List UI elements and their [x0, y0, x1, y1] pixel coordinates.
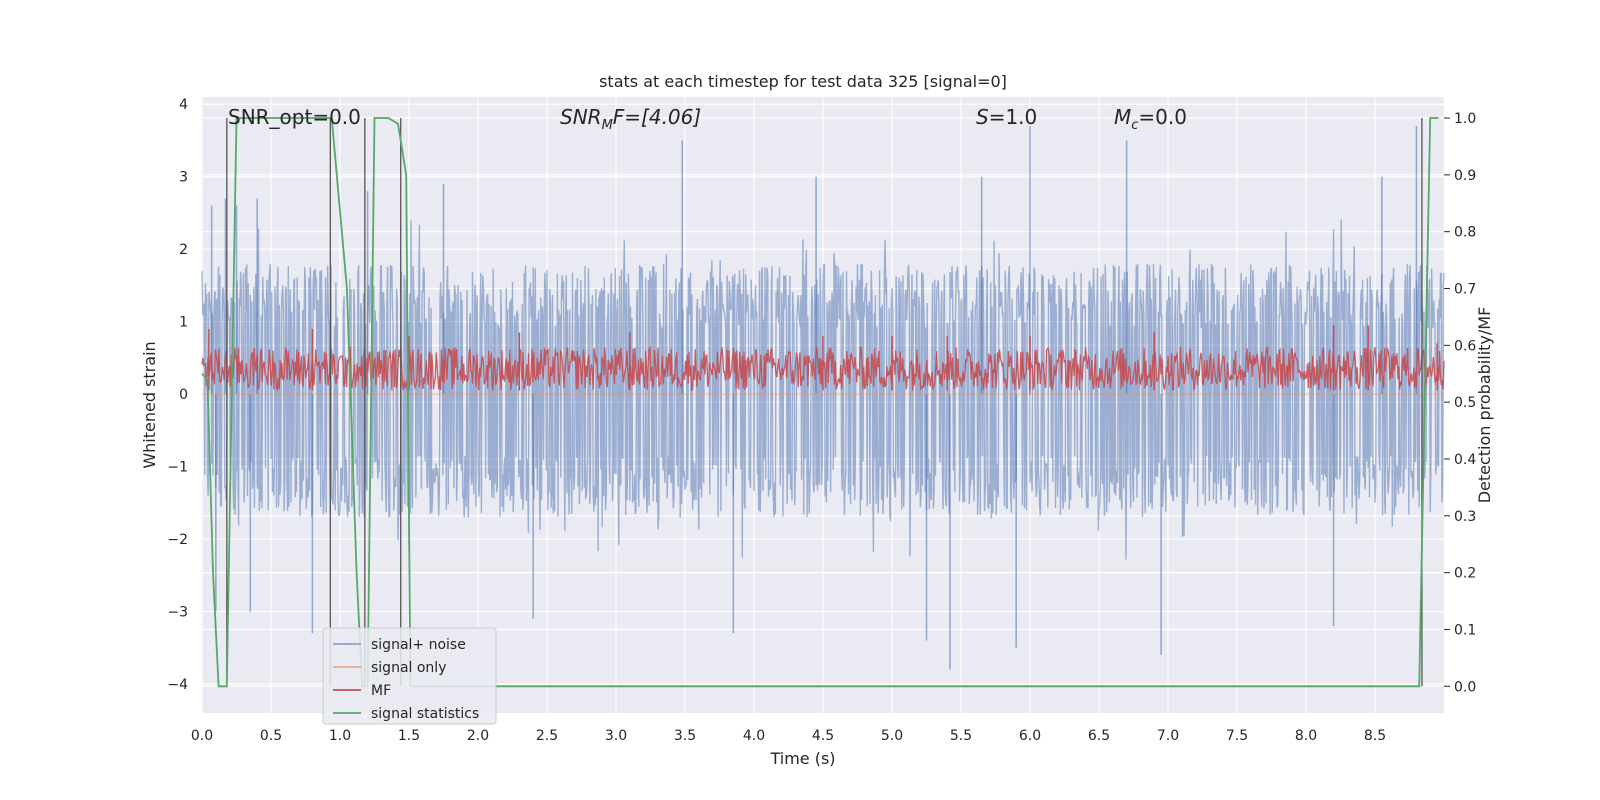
annotation-s: S=1.0 [976, 105, 1037, 129]
x-tick-label: 0.5 [260, 728, 282, 744]
legend: signal+ noise signal only MF signal statist… [322, 627, 497, 725]
annotation-snr-mf: SNRMF=[4.06] [560, 105, 701, 133]
y2-tick-label: 0.0 [1454, 679, 1476, 695]
y2-axis-label: Detection probability/MF [1475, 307, 1494, 504]
annotation-mc-rest: =0.0 [1138, 105, 1187, 129]
legend-label: signal+ noise [371, 637, 466, 653]
annotation-mc-base: M [1114, 105, 1131, 129]
y2-tick-label: 0.7 [1454, 282, 1476, 298]
y2-tick-label: 0.4 [1454, 452, 1476, 468]
x-tick-label: 8.5 [1364, 728, 1386, 744]
x-tick-label: 3.5 [674, 728, 696, 744]
annotation-snr-mf-sub: M [602, 118, 613, 133]
x-tick-label: 5.0 [881, 728, 903, 744]
x-tick-label: 6.5 [1088, 728, 1110, 744]
annotation-snr-opt: SNR_opt=0.0 [228, 105, 361, 129]
x-tick-label: 1.5 [398, 728, 420, 744]
y-tick-label: 4 [179, 97, 188, 113]
y-axis-ticks: 4 3 2 1 0 −1 −2 −3 −4 [167, 97, 188, 693]
x-tick-label: 3.0 [605, 728, 627, 744]
y-tick-label: 3 [179, 170, 188, 186]
y-tick-label: 0 [179, 387, 188, 403]
x-tick-label: 0.0 [191, 728, 213, 744]
y2-tick-label: 0.8 [1454, 225, 1476, 241]
x-tick-label: 6.0 [1019, 728, 1041, 744]
x-tick-label: 8.0 [1295, 728, 1317, 744]
annotation-mc: Mc=0.0 [1114, 105, 1187, 133]
y-tick-label: −4 [167, 677, 188, 693]
y2-tick-label: 0.6 [1454, 338, 1476, 354]
y2-tick-label: 0.3 [1454, 509, 1476, 525]
y-tick-label: 2 [179, 242, 188, 258]
annotation-s-rest: =1.0 [989, 105, 1038, 129]
x-tick-label: 2.5 [536, 728, 558, 744]
x-tick-label: 7.0 [1157, 728, 1179, 744]
y2-tick-label: 0.5 [1454, 395, 1476, 411]
y2-tick-label: 0.2 [1454, 566, 1476, 582]
x-tick-label: 2.0 [467, 728, 489, 744]
x-tick-label: 7.5 [1226, 728, 1248, 744]
annotation-snr-mf-rest: F=[4.06] [613, 105, 701, 129]
annotation-snr-mf-base: SNR [560, 105, 602, 129]
x-axis-label: Time (s) [769, 749, 835, 768]
annotation-s-base: S [976, 105, 989, 129]
legend-label: MF [371, 683, 391, 699]
y2-tick-label: 0.9 [1454, 168, 1476, 184]
x-tick-label: 1.0 [329, 728, 351, 744]
y-tick-label: 1 [179, 315, 188, 331]
y2-tick-label: 1.0 [1454, 111, 1476, 127]
y-axis-label: Whitened strain [140, 341, 159, 468]
y2-tick-label: 0.1 [1454, 622, 1476, 638]
y2-axis-ticks: 1.0 0.9 0.8 0.7 0.6 0.5 0.4 0.3 0.2 0.1 0.0 [1444, 111, 1476, 695]
legend-box [322, 627, 497, 725]
y-tick-label: −1 [167, 460, 188, 476]
x-axis-ticks: 0.0 0.5 1.0 1.5 2.0 2.5 3.0 3.5 4.0 4.5 5.0 5.5 6.0 6… [191, 728, 1386, 744]
chart-title: stats at each timestep for test data 325… [599, 72, 1007, 91]
x-tick-label: 5.5 [950, 728, 972, 744]
annotation-mc-sub: c [1131, 118, 1138, 133]
x-tick-label: 4.0 [743, 728, 765, 744]
legend-label: signal statistics [371, 706, 479, 722]
series-layer [201, 117, 1445, 688]
y-tick-label: −2 [167, 532, 188, 548]
y-tick-label: −3 [167, 605, 188, 621]
x-tick-label: 4.5 [812, 728, 834, 744]
legend-label: signal only [371, 660, 446, 676]
